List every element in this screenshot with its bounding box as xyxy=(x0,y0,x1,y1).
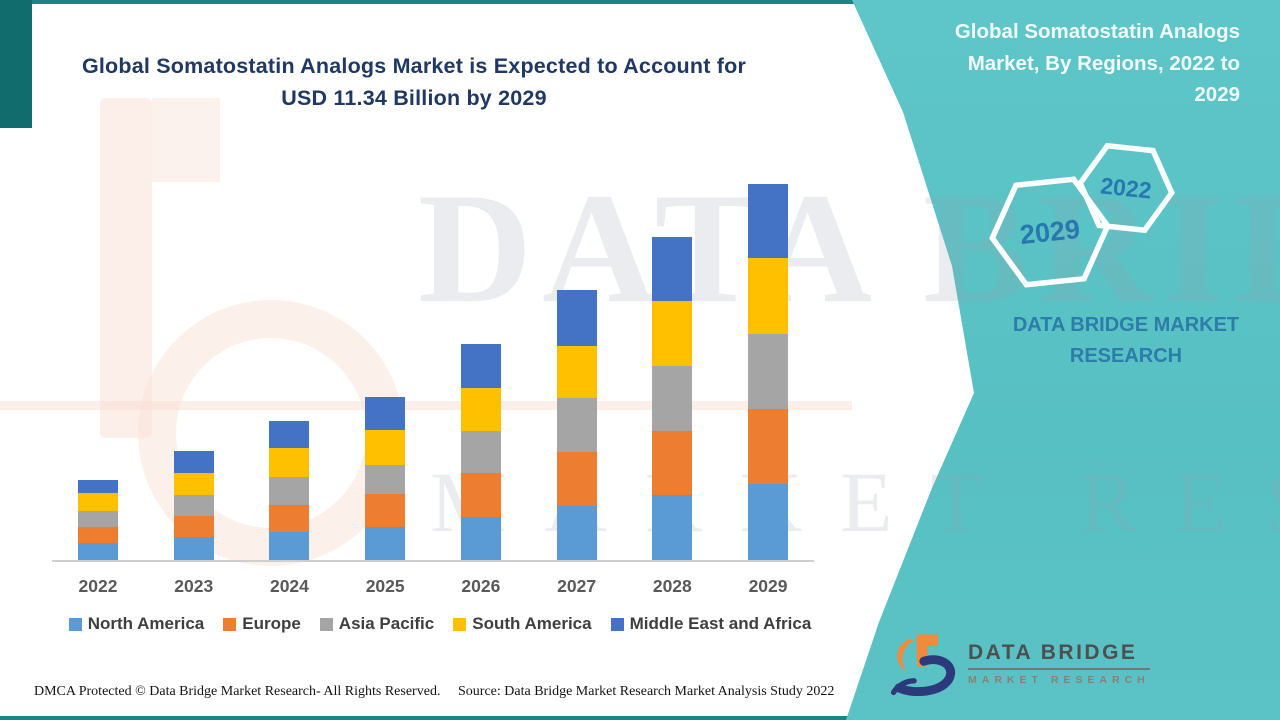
bar-segment-2024-asia-pacific xyxy=(269,476,310,505)
x-axis-label-2022: 2022 xyxy=(78,576,118,596)
bar-segment-2024-europe xyxy=(269,504,310,532)
corner-accent-bar xyxy=(0,0,32,128)
legend-swatch-icon xyxy=(453,617,467,631)
legend-item-south-america: South America xyxy=(453,614,592,634)
logo-watermark-swoosh xyxy=(0,401,852,410)
bar-segment-2026-south-america xyxy=(460,388,501,431)
x-axis-label-2026: 2026 xyxy=(461,576,501,596)
hexagon-2029-year: 2029 xyxy=(1019,214,1082,250)
bar-segment-2027-asia-pacific xyxy=(556,397,597,452)
bar-segment-2029-south-america xyxy=(748,258,789,334)
bar-segment-2029-asia-pacific xyxy=(748,333,789,409)
bar-segment-2029-middle-east-and-africa xyxy=(748,183,789,259)
legend-swatch-icon xyxy=(319,617,333,631)
bar-segment-2026-middle-east-and-africa xyxy=(460,343,501,389)
bar-segment-2026-north-america xyxy=(460,516,501,560)
bar-segment-2025-asia-pacific xyxy=(365,464,406,495)
top-accent-strip xyxy=(0,0,862,4)
bar-segment-2028-middle-east-and-africa xyxy=(652,236,693,302)
bar-segment-2023-middle-east-and-africa xyxy=(173,451,214,474)
x-axis-label-2027: 2027 xyxy=(557,576,597,596)
bar-segment-2023-europe xyxy=(173,516,214,537)
logo-watermark-bar xyxy=(100,98,152,438)
legend-item-asia-pacific: Asia Pacific xyxy=(319,614,435,634)
legend-label: Middle East and Africa xyxy=(629,614,812,633)
bar-segment-2024-north-america xyxy=(269,531,310,560)
legend-label: South America xyxy=(472,614,592,633)
legend-swatch-icon xyxy=(610,617,624,631)
x-axis-label-2023: 2023 xyxy=(174,576,214,596)
dmca-notice: DMCA Protected © Data Bridge Market Rese… xyxy=(34,684,441,699)
bar-segment-2022-north-america xyxy=(78,543,118,560)
x-axis-line xyxy=(52,560,814,562)
legend-item-europe: Europe xyxy=(223,614,301,634)
bar-segment-2029-europe xyxy=(748,408,789,484)
side-panel-title-line1: Global Somatostatin Analogs xyxy=(954,20,1240,43)
side-panel-title-line3: 2029 xyxy=(1194,83,1240,106)
bar-segment-2028-asia-pacific xyxy=(652,366,693,431)
side-panel-title: Global Somatostatin Analogs Market, By R… xyxy=(900,16,1240,111)
bar-segment-2025-south-america xyxy=(365,429,406,465)
logo-subtitle: MARKET RESEARCH xyxy=(968,673,1150,686)
logo-watermark-flag xyxy=(152,98,220,182)
legend-item-middle-east-and-africa: Middle East and Africa xyxy=(610,614,812,634)
legend-label: Asia Pacific xyxy=(338,614,435,633)
bar-segment-2023-asia-pacific xyxy=(173,494,214,517)
source-citation: Source: Data Bridge Market Research Mark… xyxy=(458,684,835,699)
bottom-accent-strip xyxy=(0,716,862,720)
data-bridge-logo-icon xyxy=(890,634,956,696)
bar-segment-2022-south-america xyxy=(78,492,118,512)
bar-segment-2027-europe xyxy=(556,451,597,507)
bar-segment-2028-europe xyxy=(652,430,693,496)
logo-title: DATA BRIDGE xyxy=(968,641,1150,670)
chart-title-line2: USD 11.34 Billion by 2029 xyxy=(281,86,547,110)
bar-segment-2028-north-america xyxy=(652,495,693,560)
bar-segment-2025-europe xyxy=(365,494,406,527)
bar-segment-2026-europe xyxy=(460,473,501,517)
bar-segment-2024-middle-east-and-africa xyxy=(269,421,310,449)
bar-segment-2028-south-america xyxy=(652,301,693,367)
company-logo: DATA BRIDGE MARKET RESEARCH xyxy=(890,630,1150,696)
x-axis-label-2025: 2025 xyxy=(365,576,405,596)
bar-segment-2025-north-america xyxy=(365,526,406,560)
bar-segment-2024-south-america xyxy=(269,448,310,477)
bar-segment-2027-middle-east-and-africa xyxy=(556,290,597,346)
stacked-bar-chart: 2022 2023 2024 2025 2026 2027 2028 2029 xyxy=(52,183,814,596)
bar-segment-2022-middle-east-and-africa xyxy=(78,479,118,493)
hexagon-2022-year: 2022 xyxy=(1099,172,1153,203)
x-axis-label-2024: 2024 xyxy=(269,576,309,596)
bar-segment-2023-north-america xyxy=(173,536,214,560)
chart-title: Global Somatostatin Analogs Market is Ex… xyxy=(64,50,764,114)
side-panel-title-line2: Market, By Regions, 2022 to xyxy=(967,51,1240,75)
hexagon-2029-icon xyxy=(989,176,1111,288)
x-axis-label-2028: 2028 xyxy=(652,576,692,596)
bar-segment-2026-asia-pacific xyxy=(460,430,501,474)
bar-segment-2027-north-america xyxy=(556,506,597,560)
hexagon-year-badges: 2029 2022 xyxy=(989,142,1175,288)
bar-segment-2023-south-america xyxy=(173,473,214,495)
chart-title-line1: Global Somatostatin Analogs Market is Ex… xyxy=(81,54,747,78)
legend-item-north-america: North America xyxy=(68,614,205,634)
bar-segment-2029-north-america xyxy=(748,483,789,560)
legend-swatch-icon xyxy=(68,617,82,631)
legend-swatch-icon xyxy=(223,617,237,631)
bar-segment-2027-south-america xyxy=(556,345,597,398)
legend-label: North America xyxy=(87,614,205,633)
bar-segment-2022-europe xyxy=(78,526,118,544)
bar-segment-2022-asia-pacific xyxy=(78,511,118,527)
x-axis-label-2029: 2029 xyxy=(748,576,788,596)
chart-legend: North America Europe Asia Pacific South Ame… xyxy=(50,614,830,634)
side-panel-brand-text: DATA BRIDGE MARKET RESEARCH xyxy=(1012,314,1240,367)
hexagon-2022-icon xyxy=(1077,142,1175,234)
bar-segment-2025-middle-east-and-africa xyxy=(365,396,406,430)
legend-label: Europe xyxy=(242,614,301,633)
